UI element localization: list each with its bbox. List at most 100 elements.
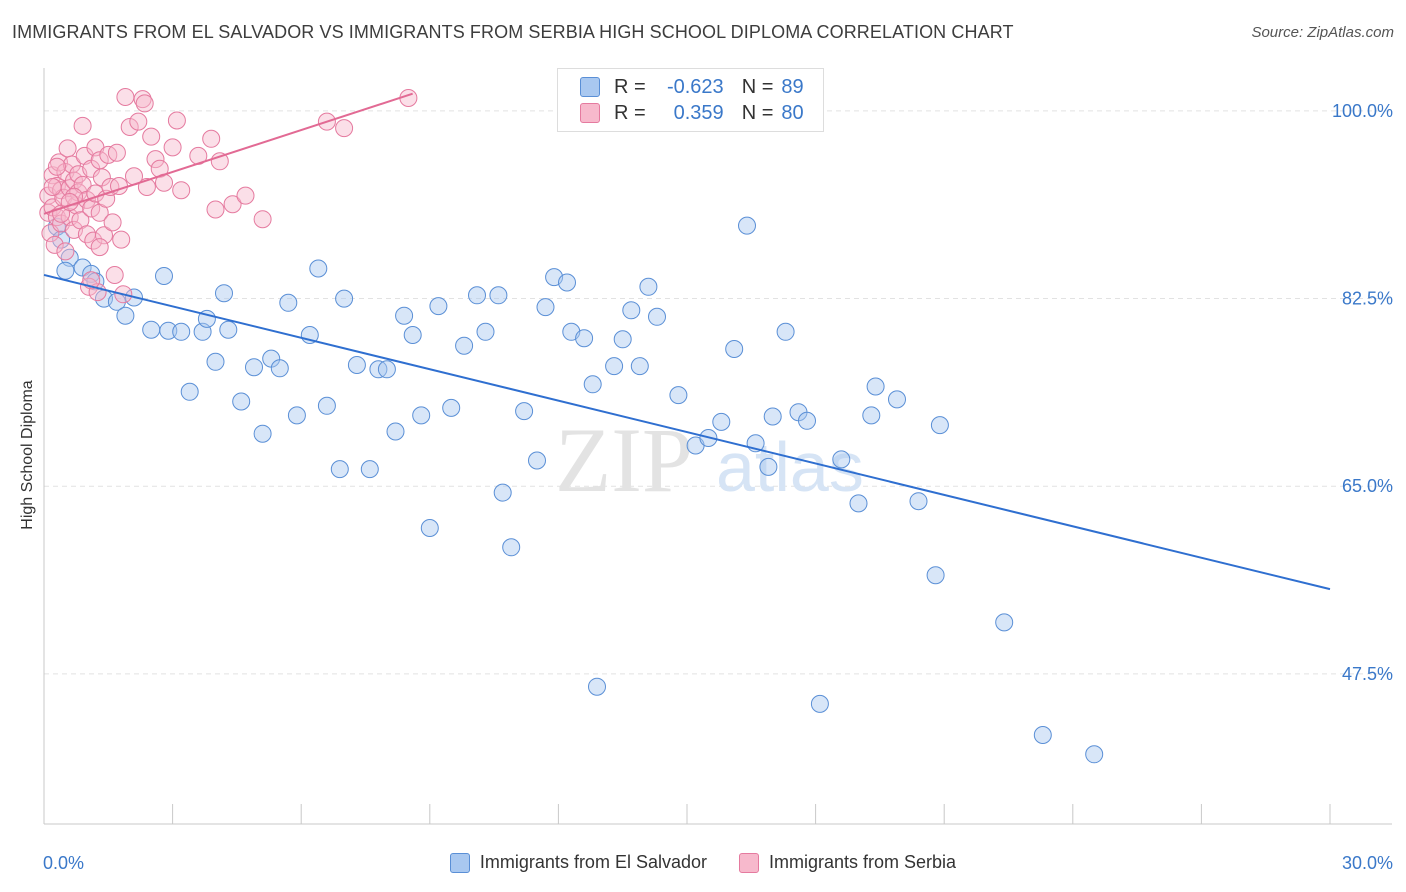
el-salvador-point (995, 613, 1014, 632)
series-legend: Immigrants from El Salvador Immigrants f… (0, 852, 1406, 873)
watermark: ZIP atlas (555, 409, 864, 511)
el-salvador-point (669, 386, 688, 405)
legend-r-value: 0.359 (673, 101, 724, 124)
el-salvador-point (763, 407, 782, 426)
el-salvador-point (648, 307, 666, 326)
el-salvador-point (489, 286, 508, 305)
serbia-point (172, 181, 191, 200)
y-tick-labels: 100.0% 82.5% 65.0% 47.5% (1332, 101, 1393, 684)
el-salvador-point (810, 694, 829, 713)
serbia-point (103, 213, 122, 232)
el-salvador-point (575, 329, 594, 348)
series-swatch-serbia (739, 852, 759, 873)
el-salvador-point (476, 322, 495, 341)
el-salvador-point (442, 398, 461, 417)
el-salvador-point (56, 261, 75, 280)
el-salvador-point (515, 402, 534, 421)
serbia-point (56, 242, 75, 261)
trend-lines (43, 92, 1331, 591)
serbia-point (84, 231, 103, 250)
serbia-point (62, 155, 81, 174)
el-salvador-point (468, 286, 486, 305)
serbia-point (120, 118, 139, 136)
serbia-point (90, 238, 109, 257)
el-salvador-point (926, 566, 945, 585)
legend-r-value: -0.623 (666, 75, 724, 98)
serbia-point (105, 266, 124, 284)
el-salvador-point (528, 451, 546, 470)
el-salvador-point (888, 390, 906, 409)
el-salvador-point (360, 460, 379, 479)
chart-title: IMMIGRANTS FROM EL SALVADOR VS IMMIGRANT… (12, 22, 1014, 42)
serbia-point (142, 127, 161, 146)
serbia-point (73, 116, 92, 135)
el-salvador-point (862, 406, 881, 425)
el-salvador-trend-line (43, 273, 1331, 591)
serbia-point (253, 210, 272, 229)
series-legend-serbia[interactable]: Immigrants from Serbia (739, 852, 956, 873)
el-salvador-point (219, 320, 238, 339)
serbia-point (163, 138, 182, 157)
el-salvador-point (502, 538, 521, 557)
el-salvador-point (776, 322, 795, 341)
serbia-point (167, 111, 186, 130)
el-salvador-point (455, 336, 474, 355)
serbia-point (95, 226, 113, 245)
el-salvador-point (412, 406, 431, 425)
y-tick-label: 82.5% (1342, 289, 1393, 309)
watermark-atlas: atlas (716, 428, 864, 506)
el-salvador-point (180, 382, 199, 401)
serbia-point (202, 129, 221, 148)
y-tick-label: 47.5% (1342, 664, 1393, 684)
el-salvador-point (330, 460, 349, 479)
el-salvador-point (232, 392, 251, 411)
el-salvador-point (270, 359, 289, 378)
legend-swatch-el-salvador (580, 77, 600, 97)
el-salvador-point (798, 411, 816, 430)
el-salvador-point (142, 320, 161, 339)
el-salvador-point (172, 322, 191, 341)
serbia-point (58, 139, 77, 158)
x-tick-label-max: 30.0% (1341, 853, 1393, 873)
series-label-el-salvador: Immigrants from El Salvador (479, 852, 707, 872)
el-salvador-point (866, 377, 885, 396)
serbia-point (146, 150, 165, 169)
serbia-point (45, 235, 64, 254)
el-salvador-point (725, 340, 744, 358)
legend-swatch-serbia (580, 103, 600, 123)
el-salvador-point (206, 352, 225, 371)
serbia-point (135, 94, 154, 113)
legend-n-value: 89 (781, 75, 804, 98)
series-swatch-el-salvador (449, 852, 470, 873)
series-label-serbia: Immigrants from Serbia (769, 852, 957, 872)
el-salvador-point (605, 357, 624, 376)
el-salvador-point (536, 298, 555, 317)
el-salvador-point (1085, 745, 1104, 764)
serbia-point (335, 119, 354, 138)
serbia-trend-line (43, 92, 413, 215)
el-salvador-point (253, 424, 272, 443)
serbia-point (112, 230, 131, 249)
serbia-point (236, 186, 255, 205)
el-salvador-point (287, 406, 306, 425)
el-salvador-point (712, 412, 731, 431)
el-salvador-point (738, 216, 756, 235)
legend-row-el-salvador: R = -0.623 N = 89 (580, 75, 804, 99)
el-salvador-point (832, 450, 851, 469)
el-salvador-point (279, 293, 298, 312)
el-salvador-point (639, 277, 658, 296)
serbia-point (129, 112, 148, 131)
el-salvador-point (493, 483, 512, 502)
legend-r-label: R = (614, 101, 646, 124)
el-salvador-point (159, 321, 178, 340)
el-salvador-point (622, 301, 641, 320)
el-salvador-point (613, 330, 632, 349)
el-salvador-point (317, 396, 336, 415)
axes (43, 68, 1392, 825)
watermark-zip: ZIP (555, 409, 693, 511)
el-salvador-point (309, 259, 328, 278)
series-legend-el-salvador[interactable]: Immigrants from El Salvador (449, 852, 707, 873)
y-tick-label: 65.0% (1342, 476, 1393, 496)
el-salvador-point (909, 492, 928, 511)
serbia-point (206, 200, 225, 219)
